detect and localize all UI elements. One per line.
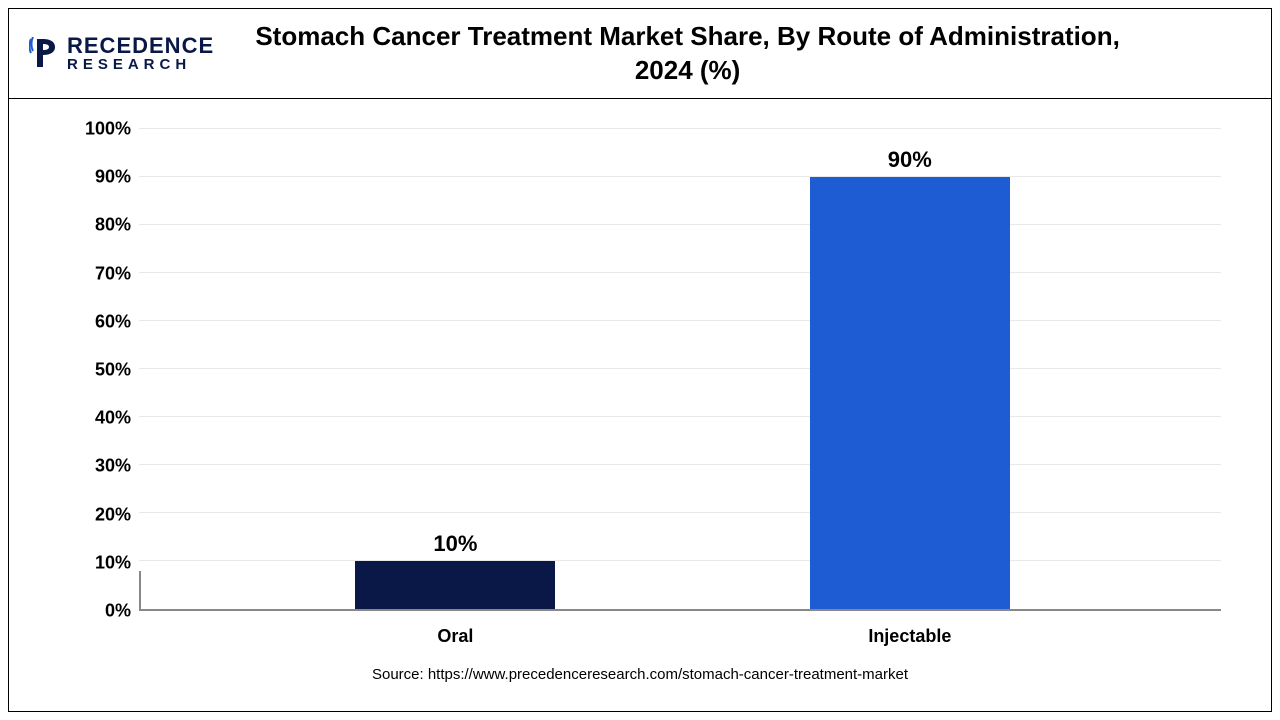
y-axis-line — [139, 571, 141, 609]
y-tick-label: 20% — [95, 504, 131, 525]
logo-icon — [29, 37, 63, 71]
chart-card: RECEDENCE RESEARCH Stomach Cancer Treatm… — [8, 8, 1272, 712]
y-tick-label: 30% — [95, 456, 131, 477]
logo-brand-line2: RESEARCH — [67, 57, 214, 72]
gridline — [139, 272, 1221, 273]
gridline — [139, 368, 1221, 369]
bar-value-label: 90% — [888, 147, 932, 173]
x-tick-label: Injectable — [810, 626, 1010, 647]
y-tick-label: 10% — [95, 552, 131, 573]
bar — [355, 561, 555, 609]
bar-group: 10% — [355, 531, 555, 609]
logo-text: RECEDENCE RESEARCH — [67, 35, 214, 72]
y-tick-label: 80% — [95, 215, 131, 236]
chart-container: 0% 10% 20% 30% 40% 50% 60% 70% 80% 90% 100% 10% 90%… — [9, 99, 1271, 711]
gridline — [139, 224, 1221, 225]
gridline — [139, 512, 1221, 513]
gridline — [139, 416, 1221, 417]
logo-brand-line1: RECEDENCE — [67, 35, 214, 57]
company-logo: RECEDENCE RESEARCH — [29, 35, 214, 72]
y-tick-label: 0% — [105, 601, 131, 622]
y-tick-label: 60% — [95, 311, 131, 332]
y-axis: 0%10%20%30%40%50%60%70%80%90%100% — [59, 129, 139, 611]
plot-area: 10% 90% — [139, 129, 1221, 611]
source-text: Source: https://www.precedenceresearch.c… — [59, 661, 1221, 691]
gridline — [139, 560, 1221, 561]
gridline — [139, 176, 1221, 177]
y-tick-label: 100% — [85, 119, 131, 140]
bar — [810, 177, 1010, 609]
y-tick-label: 70% — [95, 263, 131, 284]
gridline — [139, 320, 1221, 321]
bar-value-label: 10% — [433, 531, 477, 557]
y-tick-label: 90% — [95, 167, 131, 188]
gridline — [139, 464, 1221, 465]
header: RECEDENCE RESEARCH Stomach Cancer Treatm… — [9, 9, 1271, 99]
chart-title: Stomach Cancer Treatment Market Share, B… — [244, 20, 1251, 88]
bar-group: 90% — [810, 147, 1010, 609]
chart-area: 0%10%20%30%40%50%60%70%80%90%100% 10%90% — [59, 129, 1221, 611]
y-tick-label: 40% — [95, 408, 131, 429]
x-tick-label: Oral — [355, 626, 555, 647]
x-axis-labels: Oral Injectable — [139, 611, 1221, 661]
y-tick-label: 50% — [95, 360, 131, 381]
gridline — [139, 128, 1221, 129]
